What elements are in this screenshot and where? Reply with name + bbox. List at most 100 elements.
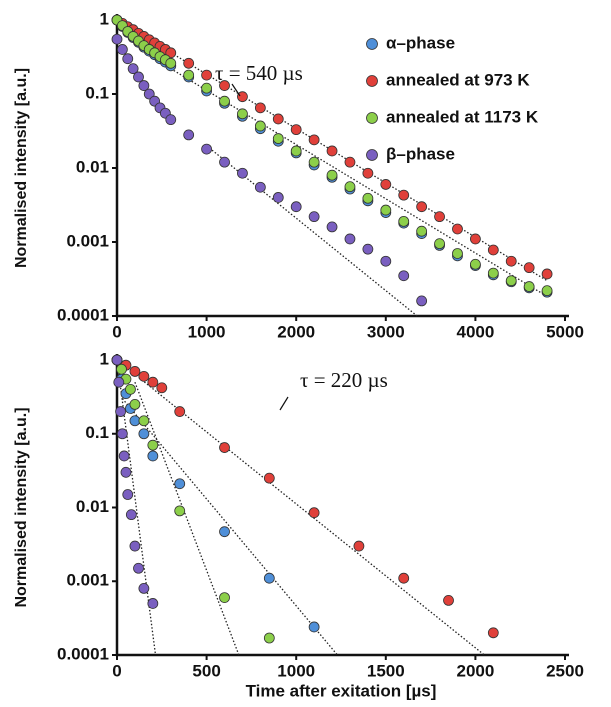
data-point: [165, 114, 177, 126]
data-point: [237, 108, 248, 120]
data-point: [505, 255, 517, 267]
data-point: [263, 572, 275, 584]
y-tick-label: 0.001: [66, 231, 109, 250]
x-tick-label: 5000: [546, 322, 584, 341]
x-tick-label: 0: [112, 661, 121, 680]
x-tick-label: 1500: [367, 661, 405, 680]
fit-line: [121, 398, 338, 656]
x-tick-label: 3000: [367, 322, 405, 341]
data-point: [541, 285, 553, 297]
data-point: [487, 244, 499, 256]
data-point: [290, 145, 302, 157]
data-point: [122, 53, 134, 65]
data-point: [469, 258, 481, 270]
annotation: τ = 220 µs: [300, 368, 388, 392]
data-point: [147, 598, 159, 609]
data-point: [143, 88, 155, 100]
legend-label: annealed at 973 K: [386, 70, 530, 89]
y-tick-label: 0.0001: [57, 305, 109, 324]
data-point: [111, 354, 123, 366]
x-axis-label: Time after exitation [µs]: [246, 681, 437, 700]
legend-label: β–phase: [386, 144, 455, 163]
data-point: [487, 627, 499, 639]
data-point: [398, 572, 410, 584]
data-point: [219, 156, 230, 168]
data-point: [120, 466, 132, 478]
data-point: [118, 450, 130, 462]
x-tick-label: 1000: [188, 322, 226, 341]
axes: [115, 354, 569, 657]
data-point: [487, 267, 499, 279]
data-point: [174, 406, 186, 417]
y-tick-label: 0.01: [76, 497, 109, 516]
data-point: [416, 201, 428, 213]
data-point: [138, 428, 150, 440]
data-point: [127, 63, 139, 75]
data-point: [308, 211, 320, 223]
fit-line: [116, 359, 485, 656]
data-point: [116, 363, 127, 375]
legend-marker: [366, 149, 378, 161]
data-point: [326, 221, 338, 233]
data-point: [398, 189, 410, 201]
annotation-pointer: [231, 83, 241, 97]
data-point: [219, 526, 230, 538]
data-point: [272, 113, 284, 125]
fit-line: [170, 68, 543, 295]
data-point: [398, 270, 410, 282]
data-point: [254, 181, 266, 193]
data-point: [201, 69, 213, 81]
data-point: [326, 145, 338, 157]
data-point: [129, 540, 141, 552]
axes: [115, 14, 569, 318]
data-point: [290, 124, 302, 136]
data-point: [380, 204, 392, 216]
y-tick-label: 0.1: [85, 83, 109, 102]
data-point: [156, 382, 168, 394]
data-point: [138, 415, 150, 427]
x-tick-label: 500: [192, 661, 220, 680]
data-point: [219, 95, 230, 107]
x-tick-label: 2000: [456, 661, 494, 680]
data-point: [147, 450, 159, 462]
data-point: [201, 143, 213, 155]
data-point: [469, 233, 481, 245]
annotation: τ = 540 µs: [215, 61, 303, 85]
y-tick-label: 1: [100, 9, 109, 28]
data-point: [138, 370, 150, 382]
y-tick-label: 0.0001: [57, 644, 109, 663]
data-point: [183, 69, 195, 81]
data-point: [434, 211, 445, 223]
data-point: [219, 442, 230, 453]
data-point: [308, 507, 320, 519]
data-point: [416, 295, 428, 307]
data-point: [505, 275, 517, 287]
x-tick-label: 0: [112, 322, 121, 341]
data-point: [115, 406, 126, 417]
legend-label: α–phase: [386, 33, 455, 52]
data-point: [147, 376, 159, 388]
data-point: [344, 156, 356, 168]
data-point: [174, 478, 186, 490]
data-point: [308, 156, 320, 168]
data-point: [174, 505, 186, 517]
data-point: [113, 376, 125, 388]
data-point: [165, 57, 177, 69]
y-tick-label: 0.01: [76, 157, 109, 176]
data-point: [380, 255, 392, 267]
data-point: [201, 82, 213, 94]
data-point: [263, 632, 275, 644]
data-point: [272, 192, 284, 203]
data-point: [308, 621, 320, 633]
data-point: [129, 399, 141, 410]
data-point: [129, 415, 141, 427]
data-point: [272, 133, 284, 144]
legend-marker: [366, 112, 378, 124]
data-point: [380, 179, 392, 190]
data-point: [138, 80, 150, 91]
x-tick-label: 1000: [277, 661, 315, 680]
data-point: [122, 489, 134, 500]
x-tick-label: 2500: [546, 661, 584, 680]
data-point: [133, 562, 144, 574]
